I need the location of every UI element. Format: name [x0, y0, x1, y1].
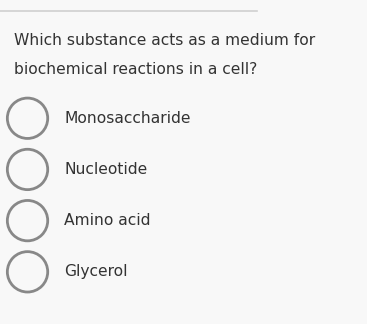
Text: Which substance acts as a medium for: Which substance acts as a medium for	[14, 33, 315, 48]
Text: Monosaccharide: Monosaccharide	[64, 111, 191, 126]
Text: Glycerol: Glycerol	[64, 264, 128, 279]
Text: Amino acid: Amino acid	[64, 213, 151, 228]
Text: biochemical reactions in a cell?: biochemical reactions in a cell?	[14, 62, 257, 77]
Text: Nucleotide: Nucleotide	[64, 162, 148, 177]
